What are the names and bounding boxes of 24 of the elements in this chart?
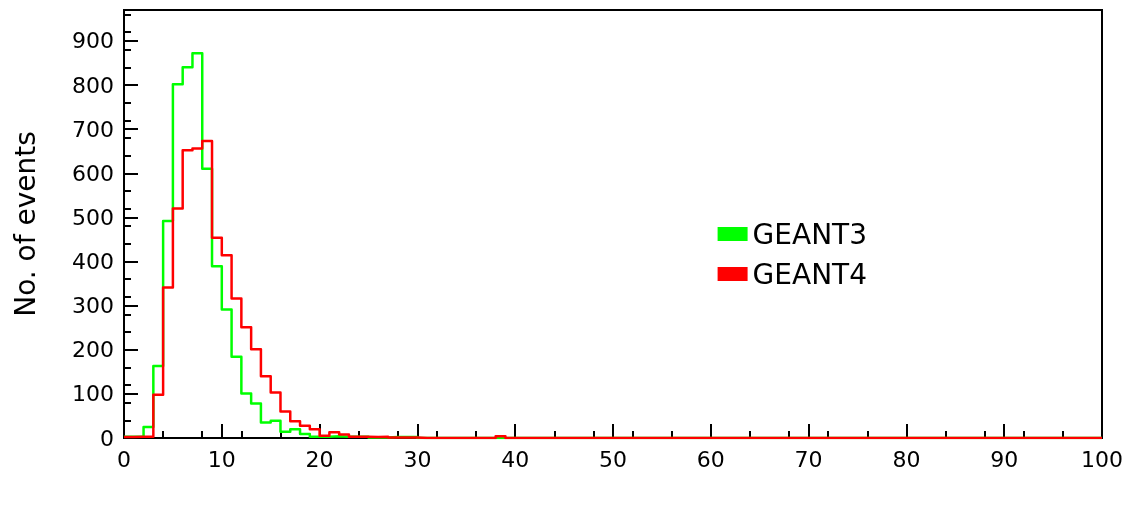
y-axis-title: No. of events bbox=[8, 131, 42, 317]
x-tick-label: 40 bbox=[501, 446, 530, 472]
x-tick-label: 20 bbox=[305, 446, 334, 472]
legend-label: GEANT3 bbox=[752, 217, 867, 251]
y-tick-label: 100 bbox=[72, 381, 114, 407]
x-tick-label: 70 bbox=[794, 446, 823, 472]
x-tick-label: 30 bbox=[403, 446, 432, 472]
y-tick-label: 900 bbox=[72, 28, 114, 54]
y-tick-label: 0 bbox=[100, 425, 114, 451]
x-tick-label: 0 bbox=[117, 446, 131, 472]
legend-label: GEANT4 bbox=[752, 257, 867, 291]
y-tick-label: 300 bbox=[72, 293, 114, 319]
x-tick-label: 60 bbox=[696, 446, 725, 472]
x-tick-label: 10 bbox=[207, 446, 236, 472]
x-tick-label: 100 bbox=[1081, 446, 1123, 472]
x-tick-label: 80 bbox=[892, 446, 921, 472]
x-tick-label: 50 bbox=[599, 446, 627, 472]
x-tick-label: 90 bbox=[990, 446, 1019, 472]
y-tick-label: 800 bbox=[72, 72, 114, 98]
y-tick-label: 400 bbox=[72, 249, 114, 275]
y-tick-label: 500 bbox=[72, 204, 114, 230]
y-tick-label: 600 bbox=[72, 160, 114, 186]
y-tick-label: 200 bbox=[72, 337, 114, 363]
y-tick-label: 700 bbox=[72, 116, 114, 142]
